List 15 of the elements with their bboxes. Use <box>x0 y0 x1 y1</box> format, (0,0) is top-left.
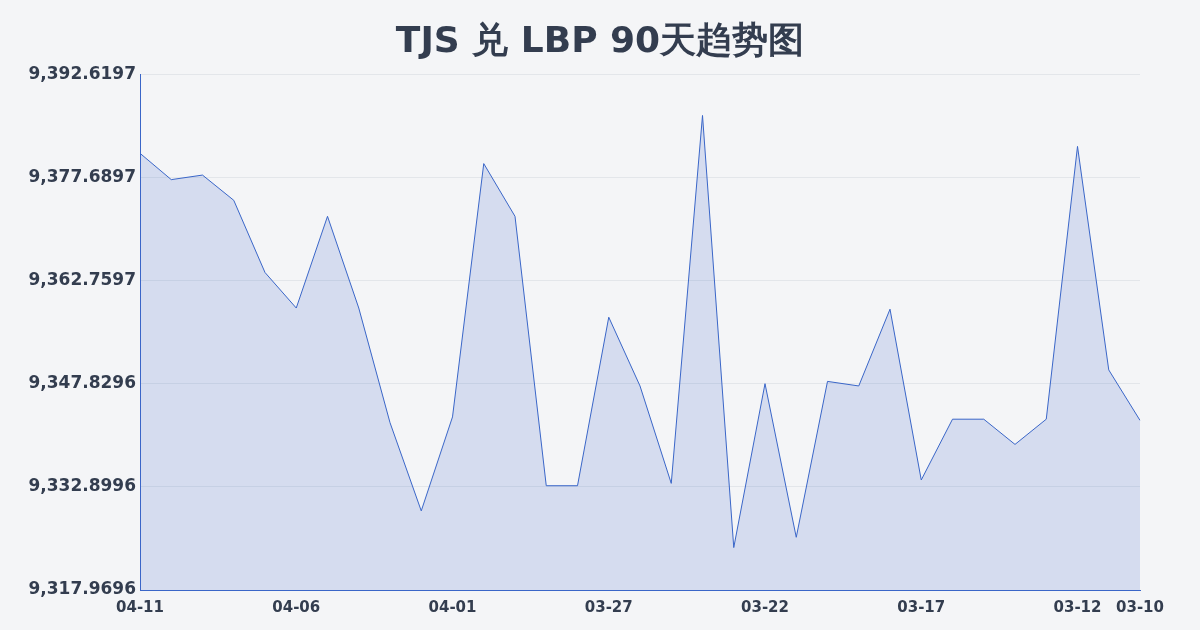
x-tick-label: 03-10 <box>1116 597 1164 616</box>
x-tick-label: 03-22 <box>741 597 789 616</box>
y-tick-label: 9,377.6897 <box>28 165 136 186</box>
x-tick-label: 04-06 <box>272 597 321 616</box>
y-tick-label: 9,362.7597 <box>28 268 136 289</box>
chart-title: TJS 兑 LBP 90天趋势图 <box>395 19 805 60</box>
x-tick-label: 03-17 <box>897 597 946 616</box>
x-tick-label: 04-11 <box>116 597 164 616</box>
x-tick-label: 03-27 <box>584 597 633 616</box>
y-tick-label: 9,332.8996 <box>28 475 136 496</box>
y-tick-label: 9,347.8296 <box>28 372 136 393</box>
y-tick-label: 9,392.6197 <box>28 62 136 83</box>
x-tick-label: 03-12 <box>1053 597 1102 616</box>
x-tick-label: 04-01 <box>428 597 477 616</box>
y-tick-label: 9,317.9696 <box>28 578 136 599</box>
